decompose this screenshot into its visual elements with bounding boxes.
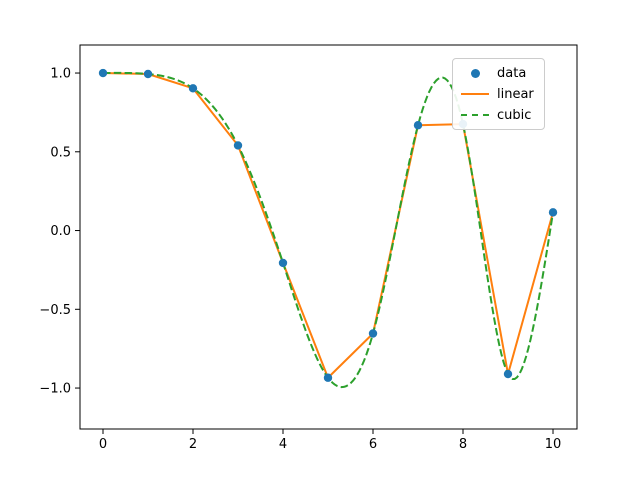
- svg-text:2: 2: [189, 437, 197, 452]
- linear-line-icon: [461, 93, 489, 95]
- svg-text:−1.0: −1.0: [39, 382, 71, 397]
- cubic-line-icon: [461, 114, 489, 116]
- legend-entry-data: data: [461, 66, 534, 80]
- legend-label-data: data: [497, 65, 527, 81]
- svg-text:0.5: 0.5: [50, 145, 71, 160]
- legend-entry-linear: linear: [461, 87, 534, 101]
- svg-text:−0.5: −0.5: [39, 303, 71, 318]
- svg-text:8: 8: [459, 437, 467, 452]
- svg-text:0.0: 0.0: [50, 224, 71, 239]
- legend-entry-cubic: cubic: [461, 108, 534, 122]
- legend-label-linear: linear: [497, 86, 534, 102]
- svg-text:1.0: 1.0: [50, 67, 71, 82]
- data-marker-icon: [461, 68, 489, 78]
- svg-text:4: 4: [279, 437, 287, 452]
- svg-text:6: 6: [369, 437, 377, 452]
- svg-text:10: 10: [545, 437, 562, 452]
- svg-text:0: 0: [99, 437, 107, 452]
- legend: data linear cubic: [452, 58, 545, 130]
- legend-label-cubic: cubic: [497, 107, 532, 123]
